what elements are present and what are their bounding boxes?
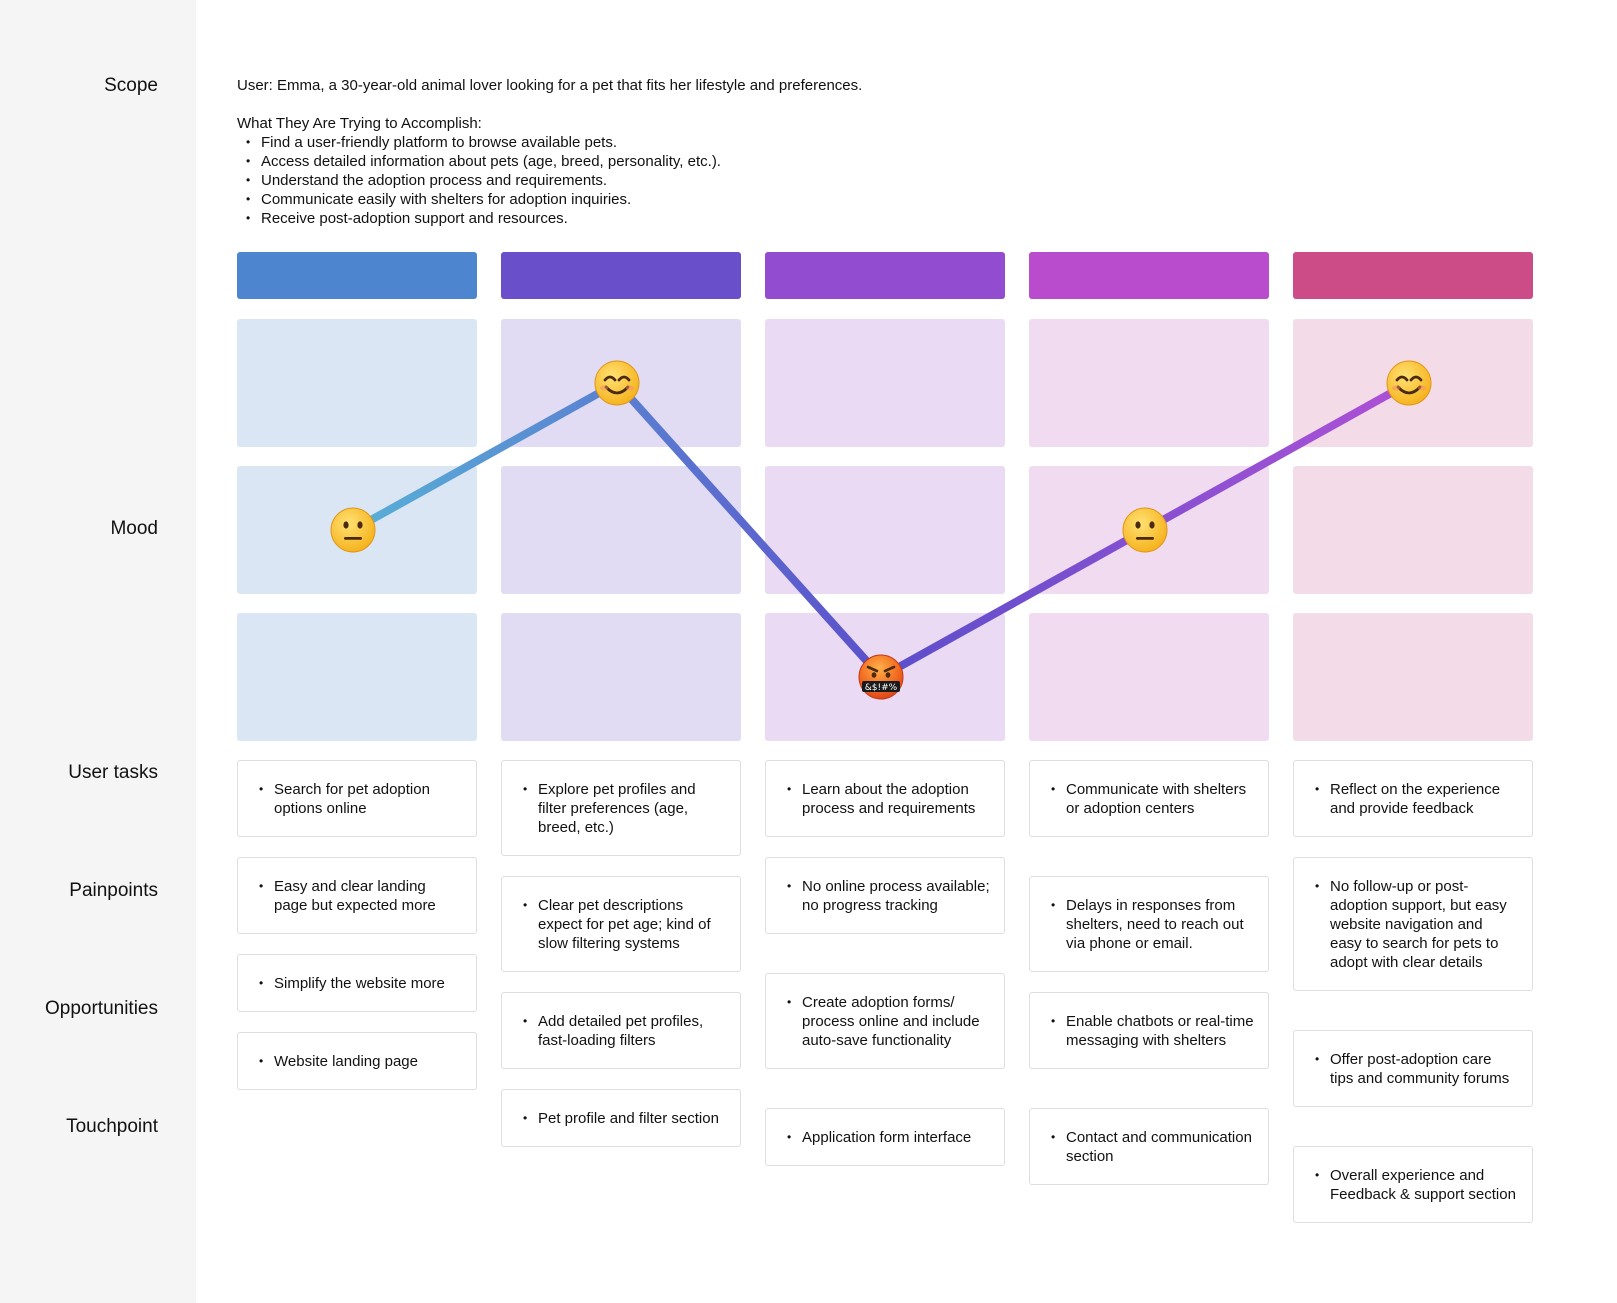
user-task-card: Learn about the adoption process and req… — [765, 760, 1005, 837]
scope-goal-list: Find a user-friendly platform to browse … — [237, 133, 1537, 228]
stage-header-4 — [1029, 252, 1269, 299]
row-label-mood: Mood — [110, 518, 158, 539]
touchpoint-card: Application form interface — [765, 1108, 1005, 1166]
neutral-face-icon — [330, 507, 376, 553]
user-task-card: Explore pet profiles and filter preferen… — [501, 760, 741, 856]
painpoint-card: Delays in responses from shelters, need … — [1029, 876, 1269, 972]
mood-cell — [765, 319, 1005, 447]
row-label-user-tasks: User tasks — [68, 762, 158, 783]
scope-goal: Access detailed information about pets (… — [237, 152, 1537, 171]
touchpoint-card: Contact and communication section — [1029, 1108, 1269, 1185]
neutral-face-icon — [1122, 507, 1168, 553]
mood-cell — [237, 613, 477, 741]
svg-text:&$!#%: &$!#% — [865, 683, 898, 693]
stage-header-5 — [1293, 252, 1533, 299]
scope-heading: What They Are Trying to Accomplish: — [237, 115, 482, 132]
touchpoint-card: Overall experience and Feedback & suppor… — [1293, 1146, 1533, 1223]
painpoint-card: No online process available; no progress… — [765, 857, 1005, 934]
scope-user: User: Emma, a 30-year-old animal lover l… — [237, 77, 863, 94]
painpoint-card: No follow-up or post-adoption support, b… — [1293, 857, 1533, 991]
mood-cell — [237, 319, 477, 447]
scope-goal: Communicate easily with shelters for ado… — [237, 190, 1537, 209]
user-task-card: Reflect on the experience and provide fe… — [1293, 760, 1533, 837]
smiling-face-icon — [1386, 360, 1432, 406]
scope-goal: Find a user-friendly platform to browse … — [237, 133, 1537, 152]
painpoint-card: Clear pet descriptions expect for pet ag… — [501, 876, 741, 972]
cursing-face-icon: &$!#% — [858, 654, 904, 700]
scope-goal: Receive post-adoption support and resour… — [237, 209, 1537, 228]
opportunity-card: Simplify the website more — [237, 954, 477, 1012]
mood-cell — [1029, 319, 1269, 447]
smiling-face-icon — [594, 360, 640, 406]
mood-cell — [1029, 613, 1269, 741]
mood-cell — [1293, 613, 1533, 741]
row-label-scope: Scope — [104, 75, 158, 96]
scope-goal: Understand the adoption process and requ… — [237, 171, 1537, 190]
touchpoint-card: Website landing page — [237, 1032, 477, 1090]
row-label-touchpoint: Touchpoint — [66, 1116, 158, 1137]
painpoint-card: Easy and clear landing page but expected… — [237, 857, 477, 934]
row-label-opportunities: Opportunities — [44, 998, 158, 1019]
opportunity-card: Create adoption forms/ process online an… — [765, 973, 1005, 1069]
user-task-card: Communicate with shelters or adoption ce… — [1029, 760, 1269, 837]
sidebar — [0, 0, 196, 1303]
stage-header-2 — [501, 252, 741, 299]
stage-header-1 — [237, 252, 477, 299]
mood-cell — [501, 466, 741, 594]
mood-cell — [501, 613, 741, 741]
opportunity-card: Add detailed pet profiles, fast-loading … — [501, 992, 741, 1069]
stage-header-3 — [765, 252, 1005, 299]
opportunity-card: Offer post-adoption care tips and commun… — [1293, 1030, 1533, 1107]
mood-cell — [1293, 466, 1533, 594]
mood-cell — [765, 466, 1005, 594]
scope-section: User: Emma, a 30-year-old animal lover l… — [237, 76, 1537, 228]
row-label-painpoints: Painpoints — [69, 880, 158, 901]
touchpoint-card: Pet profile and filter section — [501, 1089, 741, 1147]
user-task-card: Search for pet adoption options online — [237, 760, 477, 837]
opportunity-card: Enable chatbots or real-time messaging w… — [1029, 992, 1269, 1069]
